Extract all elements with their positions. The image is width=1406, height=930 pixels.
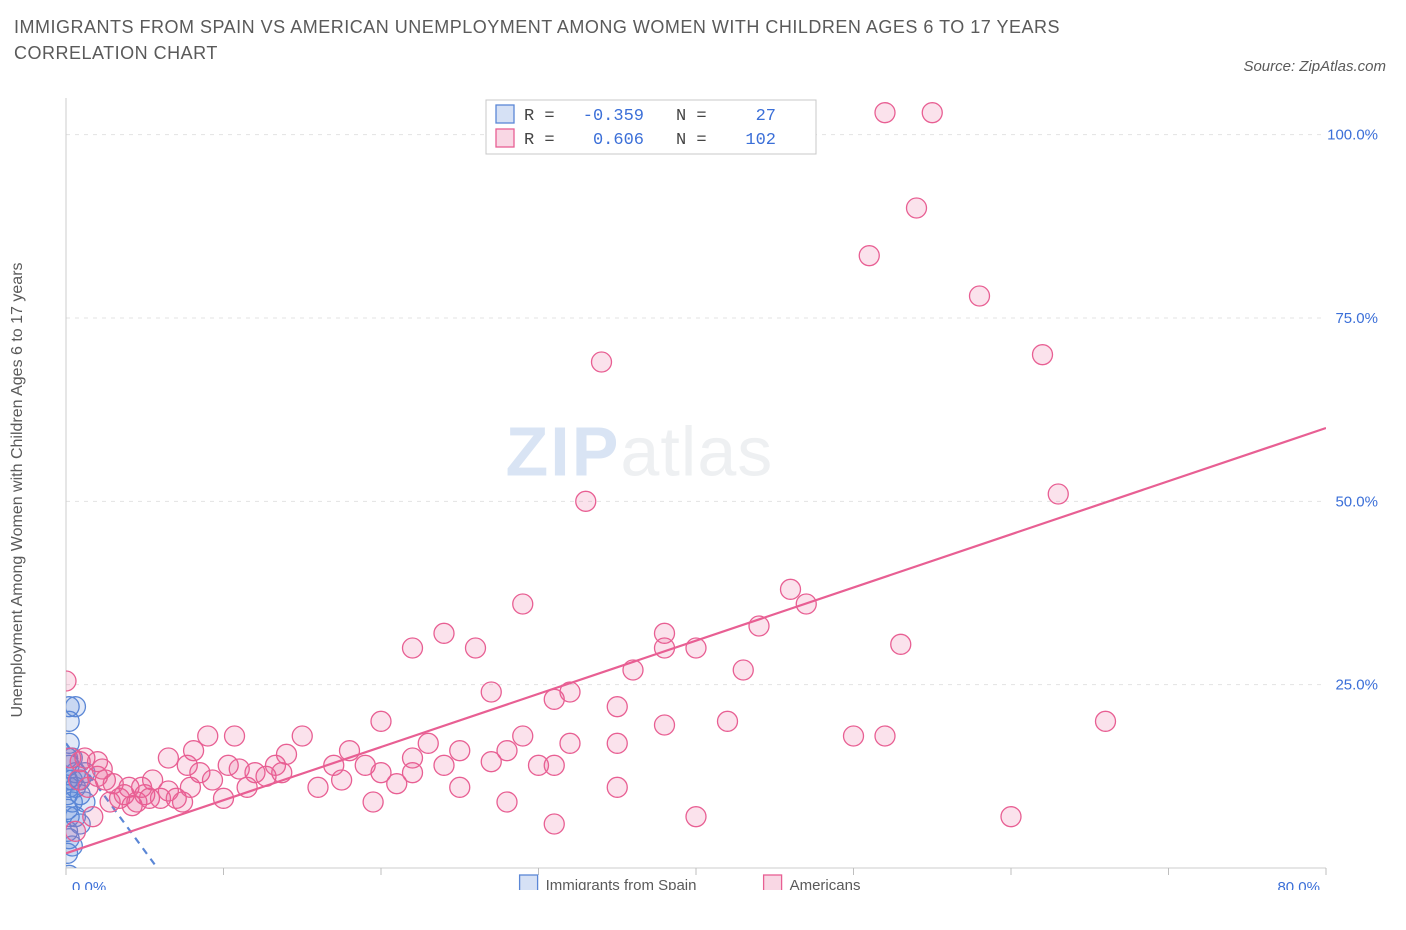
point-americans bbox=[875, 103, 895, 123]
point-americans bbox=[497, 792, 517, 812]
svg-text:ZIP: ZIP bbox=[505, 412, 620, 490]
legend-r-americans: 0.606 bbox=[593, 131, 644, 150]
point-americans bbox=[83, 807, 103, 827]
point-americans bbox=[922, 103, 942, 123]
point-americans bbox=[891, 634, 911, 654]
point-spain bbox=[65, 697, 85, 717]
point-americans bbox=[198, 726, 218, 746]
point-americans bbox=[418, 733, 438, 753]
svg-text:N =: N = bbox=[676, 107, 707, 126]
point-americans bbox=[970, 286, 990, 306]
legend-r-spain: -0.359 bbox=[583, 107, 644, 126]
point-americans bbox=[749, 616, 769, 636]
point-americans bbox=[466, 638, 486, 658]
point-americans bbox=[513, 594, 533, 614]
point-americans bbox=[403, 748, 423, 768]
point-americans bbox=[560, 682, 580, 702]
point-americans bbox=[158, 748, 178, 768]
point-americans bbox=[56, 671, 76, 691]
legend-n-americans: 102 bbox=[745, 131, 776, 150]
point-americans bbox=[655, 623, 675, 643]
point-americans bbox=[277, 744, 297, 764]
point-americans bbox=[544, 755, 564, 775]
watermark: ZIPatlas bbox=[505, 412, 773, 490]
point-americans bbox=[781, 579, 801, 599]
point-americans bbox=[65, 821, 85, 841]
point-americans bbox=[607, 733, 627, 753]
point-americans bbox=[686, 807, 706, 827]
svg-text:N =: N = bbox=[676, 131, 707, 150]
point-americans bbox=[655, 715, 675, 735]
point-americans bbox=[1033, 345, 1053, 365]
legend-swatch-spain bbox=[496, 105, 514, 123]
point-americans bbox=[607, 697, 627, 717]
bottom-legend-label-spain: Immigrants from Spain bbox=[546, 877, 697, 890]
plot-area: Unemployment Among Women with Children A… bbox=[46, 90, 1386, 890]
scatter-chart: ZIPatlas 0.0% 80.0% 25.0% 50.0% 75.0% 100.0% R … bbox=[46, 90, 1386, 890]
chart-title: IMMIGRANTS FROM SPAIN VS AMERICAN UNEMPL… bbox=[14, 14, 1134, 66]
point-americans bbox=[481, 682, 501, 702]
y-tick-label: 25.0% bbox=[1335, 677, 1378, 694]
point-americans bbox=[202, 770, 222, 790]
bottom-legend-swatch-americans bbox=[764, 875, 782, 890]
y-tick-label: 75.0% bbox=[1335, 310, 1378, 327]
point-americans bbox=[434, 623, 454, 643]
legend-swatch-americans bbox=[496, 129, 514, 147]
legend-n-spain: 27 bbox=[756, 107, 776, 126]
bottom-legend-label-americans: Americans bbox=[790, 877, 861, 890]
point-americans bbox=[576, 491, 596, 511]
point-americans bbox=[623, 660, 643, 680]
point-americans bbox=[214, 788, 234, 808]
point-americans bbox=[434, 755, 454, 775]
point-americans bbox=[875, 726, 895, 746]
point-americans bbox=[403, 638, 423, 658]
point-americans bbox=[844, 726, 864, 746]
svg-text:R =: R = bbox=[524, 131, 555, 150]
point-americans bbox=[225, 726, 245, 746]
point-americans bbox=[544, 814, 564, 834]
point-americans bbox=[1096, 711, 1116, 731]
y-tick-label: 50.0% bbox=[1335, 493, 1378, 510]
point-americans bbox=[332, 770, 352, 790]
source-credit: Source: ZipAtlas.com bbox=[1243, 58, 1386, 75]
svg-text:R =: R = bbox=[524, 107, 555, 126]
point-americans bbox=[1048, 484, 1068, 504]
point-americans bbox=[733, 660, 753, 680]
point-americans bbox=[272, 763, 292, 783]
point-americans bbox=[450, 777, 470, 797]
point-americans bbox=[686, 638, 706, 658]
y-tick-label: 100.0% bbox=[1327, 127, 1378, 144]
point-americans bbox=[308, 777, 328, 797]
y-axis-label: Unemployment Among Women with Children A… bbox=[9, 262, 27, 717]
point-americans bbox=[371, 711, 391, 731]
point-americans bbox=[1001, 807, 1021, 827]
point-americans bbox=[450, 741, 470, 761]
point-americans bbox=[560, 733, 580, 753]
point-americans bbox=[497, 741, 517, 761]
bottom-legend-swatch-spain bbox=[520, 875, 538, 890]
point-americans bbox=[907, 198, 927, 218]
point-americans bbox=[592, 352, 612, 372]
svg-text:atlas: atlas bbox=[620, 412, 773, 490]
point-americans bbox=[292, 726, 312, 746]
x-tick-label: 80.0% bbox=[1277, 879, 1320, 890]
x-tick-label: 0.0% bbox=[72, 879, 106, 890]
point-americans bbox=[718, 711, 738, 731]
point-americans bbox=[340, 741, 360, 761]
point-americans bbox=[859, 246, 879, 266]
point-americans bbox=[363, 792, 383, 812]
point-americans bbox=[513, 726, 533, 746]
point-americans bbox=[607, 777, 627, 797]
point-americans bbox=[796, 594, 816, 614]
